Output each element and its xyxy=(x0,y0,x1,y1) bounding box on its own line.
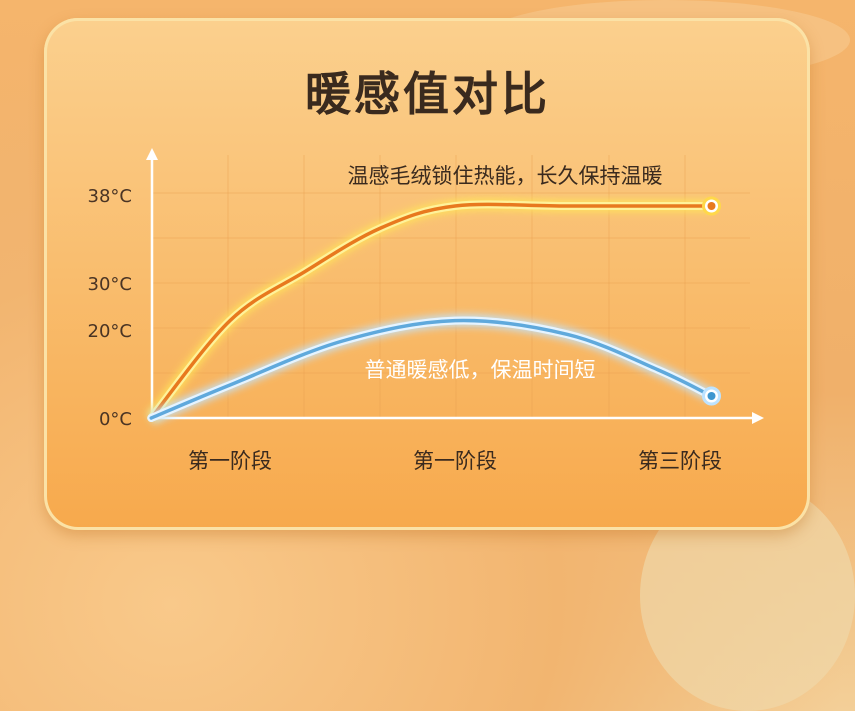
x-axis-arrow xyxy=(752,412,764,424)
series-end-dot xyxy=(707,202,716,210)
series-line xyxy=(149,202,714,420)
y-tick-label: 30°C xyxy=(88,274,132,295)
y-tick-label: 0°C xyxy=(99,409,132,430)
x-tick-label: 第一阶段 xyxy=(188,449,272,473)
series-end-dot xyxy=(707,392,716,400)
page-title: 暖感值对比 xyxy=(305,67,550,121)
y-axis-arrow xyxy=(146,148,158,160)
series-annotation: 温感毛绒锁住热能，长久保持温暖 xyxy=(348,164,663,188)
series-annotation: 普通暖感低，保温时间短 xyxy=(365,358,596,382)
x-tick-label: 第三阶段 xyxy=(638,449,722,473)
chart-card xyxy=(44,18,810,530)
x-tick-label: 第一阶段 xyxy=(413,449,497,473)
y-tick-label: 38°C xyxy=(88,186,132,207)
y-tick-label: 20°C xyxy=(88,321,132,342)
series-line xyxy=(149,318,714,420)
